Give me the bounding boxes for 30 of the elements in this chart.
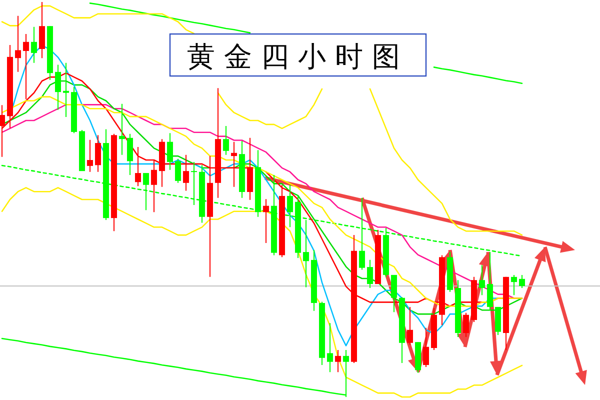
candlestick: [31, 26, 37, 64]
candlestick: [423, 327, 429, 368]
candlestick: [127, 133, 133, 176]
candlestick: [87, 139, 93, 172]
candlestick: [391, 274, 397, 313]
candlestick: [463, 312, 469, 338]
candlestick: [407, 306, 413, 346]
candlestick: [519, 274, 525, 288]
candlestick: [231, 141, 237, 188]
candlestick: [175, 158, 181, 184]
candlestick: [263, 198, 269, 244]
candlestick: [223, 126, 229, 156]
candlestick: [119, 103, 125, 156]
candlestick: [135, 146, 141, 187]
candlestick: [55, 64, 61, 110]
candlestick: [367, 259, 373, 288]
candlestick: [183, 154, 189, 192]
candlestick: [335, 349, 341, 373]
candlestick: [511, 274, 517, 296]
candlestick: [95, 134, 101, 172]
candlestick: [479, 264, 485, 296]
candlestick: [151, 160, 157, 213]
candlestick: [167, 132, 173, 170]
candlestick: [287, 184, 293, 228]
candlestick: [143, 172, 149, 211]
candlestick: [39, 2, 45, 59]
candlestick: [327, 322, 333, 373]
candlestick: [63, 62, 69, 118]
candlestick: [15, 15, 21, 72]
text: 黄金四小时图: [187, 40, 409, 73]
